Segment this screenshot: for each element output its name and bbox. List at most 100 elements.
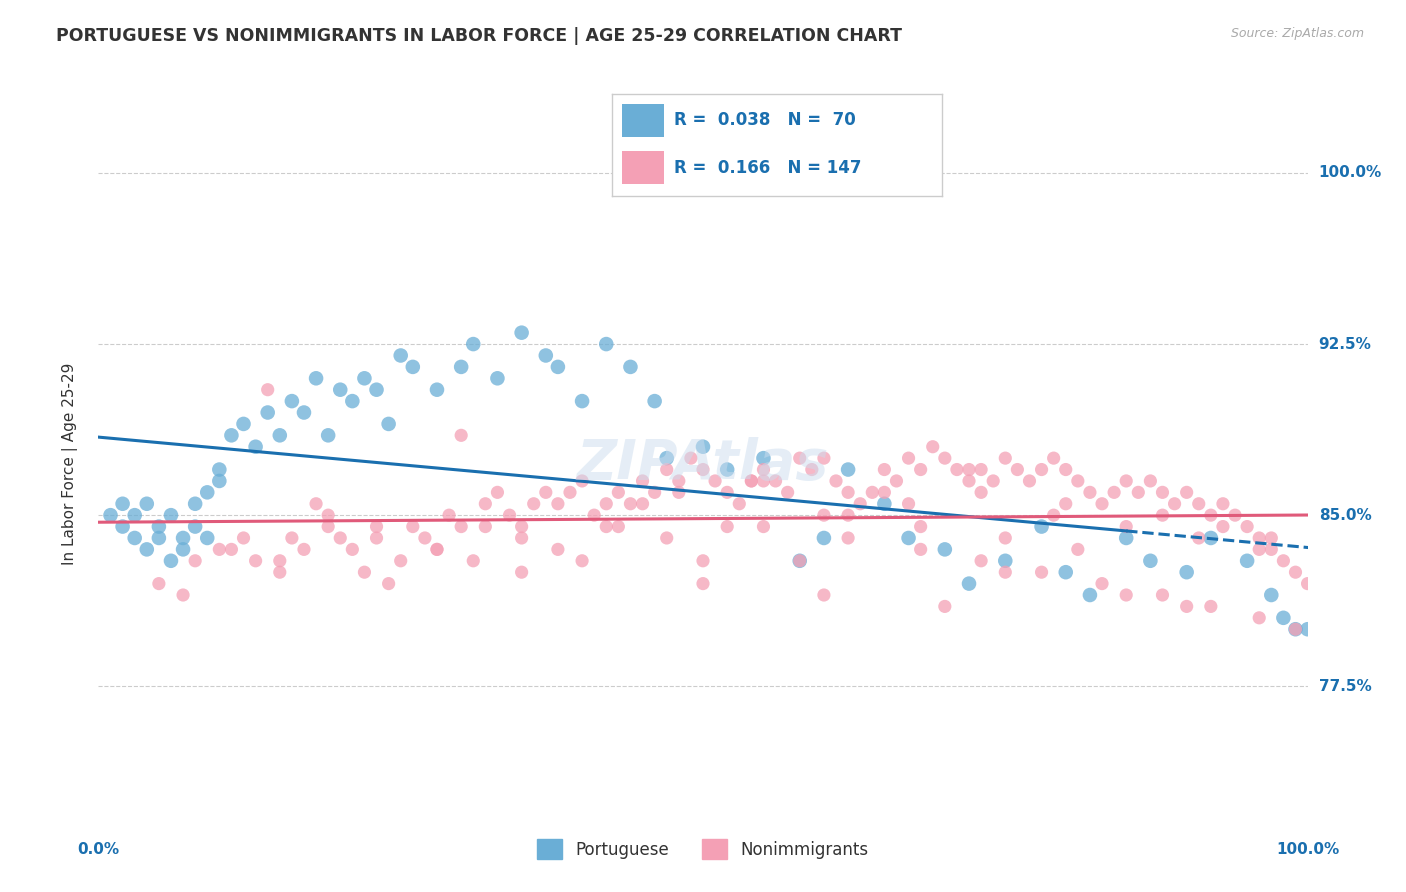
Point — [957, 462, 980, 476]
Point — [644, 394, 666, 409]
Point — [510, 519, 533, 533]
Point — [256, 383, 278, 397]
Point — [148, 531, 170, 545]
Text: 92.5%: 92.5% — [1319, 336, 1372, 351]
Point — [148, 519, 170, 533]
Point — [910, 462, 932, 476]
Point — [789, 554, 811, 568]
Point — [849, 497, 872, 511]
Point — [752, 451, 775, 466]
Point — [402, 519, 425, 533]
Point — [934, 599, 956, 614]
Point — [1078, 485, 1101, 500]
Point — [463, 554, 485, 568]
Point — [910, 542, 932, 557]
Text: 0.0%: 0.0% — [77, 842, 120, 857]
Point — [837, 531, 859, 545]
Point — [1031, 519, 1053, 533]
Point — [245, 554, 267, 568]
Point — [1284, 565, 1306, 579]
Point — [1272, 611, 1295, 625]
Point — [184, 497, 207, 511]
Point — [208, 542, 231, 557]
Point — [366, 383, 388, 397]
Point — [813, 588, 835, 602]
Point — [1188, 531, 1211, 545]
Point — [450, 359, 472, 374]
Text: PORTUGUESE VS NONIMMIGRANTS IN LABOR FORCE | AGE 25-29 CORRELATION CHART: PORTUGUESE VS NONIMMIGRANTS IN LABOR FOR… — [56, 27, 903, 45]
Point — [1139, 554, 1161, 568]
Text: 85.0%: 85.0% — [1319, 508, 1371, 523]
Point — [886, 474, 908, 488]
Point — [281, 394, 304, 409]
Point — [1212, 497, 1234, 511]
Point — [1054, 497, 1077, 511]
Point — [269, 565, 291, 579]
Point — [1067, 542, 1090, 557]
Point — [704, 474, 727, 488]
Point — [1031, 565, 1053, 579]
Point — [426, 542, 449, 557]
Point — [208, 462, 231, 476]
Point — [837, 462, 859, 476]
Point — [437, 508, 460, 523]
Text: 100.0%: 100.0% — [1277, 842, 1339, 857]
Point — [1175, 485, 1198, 500]
Point — [619, 359, 641, 374]
Point — [692, 554, 714, 568]
Point — [1223, 508, 1246, 523]
Point — [1115, 531, 1137, 545]
Point — [135, 497, 157, 511]
Point — [607, 485, 630, 500]
Point — [970, 554, 993, 568]
Point — [1212, 519, 1234, 533]
Point — [800, 462, 823, 476]
Point — [172, 531, 194, 545]
Point — [377, 576, 399, 591]
Point — [1018, 474, 1040, 488]
Point — [1296, 622, 1319, 636]
Point — [910, 519, 932, 533]
Point — [316, 519, 339, 533]
Point — [1284, 622, 1306, 636]
Point — [292, 405, 315, 419]
Point — [571, 394, 593, 409]
Point — [668, 474, 690, 488]
Point — [413, 531, 436, 545]
Point — [1296, 576, 1319, 591]
Point — [655, 531, 678, 545]
Point — [957, 576, 980, 591]
Point — [595, 337, 617, 351]
Point — [1236, 519, 1258, 533]
Point — [1260, 531, 1282, 545]
Point — [813, 451, 835, 466]
Point — [366, 519, 388, 533]
Point — [873, 462, 896, 476]
Point — [934, 451, 956, 466]
Point — [1272, 554, 1295, 568]
Point — [305, 497, 328, 511]
Point — [377, 417, 399, 431]
Point — [752, 474, 775, 488]
Point — [981, 474, 1004, 488]
Point — [1175, 599, 1198, 614]
Point — [1091, 576, 1114, 591]
Point — [813, 531, 835, 545]
Point — [789, 554, 811, 568]
Point — [160, 508, 183, 523]
Point — [353, 565, 375, 579]
Point — [644, 485, 666, 500]
Point — [474, 497, 496, 511]
Text: ZIPAtlas: ZIPAtlas — [576, 437, 830, 491]
Point — [305, 371, 328, 385]
Y-axis label: In Labor Force | Age 25-29: In Labor Force | Age 25-29 — [62, 363, 77, 565]
Point — [426, 542, 449, 557]
Point — [921, 440, 943, 454]
Point — [595, 519, 617, 533]
Point — [474, 519, 496, 533]
Point — [389, 349, 412, 363]
Point — [172, 542, 194, 557]
Point — [740, 474, 762, 488]
Point — [583, 508, 606, 523]
Point — [740, 474, 762, 488]
